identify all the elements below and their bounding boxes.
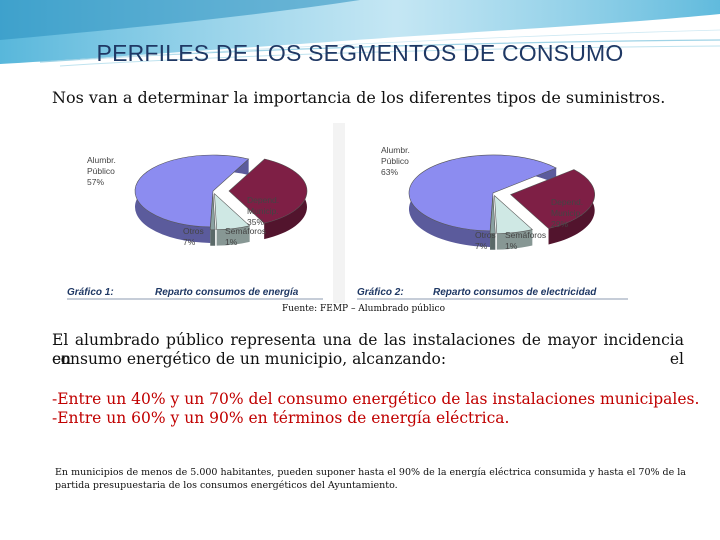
chart1-label-0: Alumbr. Público 57% (87, 155, 116, 187)
footnote-line-1: En municipios de menos de 5.000 habitant… (55, 467, 686, 478)
footnote-line-2: partida presupuestaria de los consumos e… (55, 480, 398, 491)
chart2-label-3: Semáforos 1% (505, 230, 546, 251)
charts-figure: Alumbr. Público 57% Depend. Municip. 35% Otros… (55, 123, 638, 303)
chart2-slice-2-side (496, 229, 533, 250)
chart1-label-1: Depend. Municip. 35% (247, 195, 279, 227)
chart1-caption-text: Reparto consumos de energía (155, 287, 299, 298)
chart2-label-2: Otros 7% (475, 230, 496, 251)
chart2-slice-2 (494, 194, 533, 234)
pie-chart-2: Alumbr. Público 63% Depend. Municip. 29% Otros… (357, 145, 628, 300)
chart2-caption-text: Reparto consumos de electricidad (433, 287, 597, 298)
chart-1-panel: Alumbr. Público 57% Depend. Municip. 35% Otros… (55, 123, 333, 303)
chart1-slice-2 (214, 192, 251, 230)
chart1-slice-3 (209, 193, 216, 231)
chart-2-panel: Alumbr. Público 63% Depend. Municip. 29% Otros… (345, 123, 638, 303)
highlight-line-1: -Entre un 40% y un 70% del consumo energ… (52, 390, 700, 408)
chart1-label-2: Otros 7% (183, 226, 204, 247)
chart1-slice-3-side (210, 229, 216, 246)
chart2-slice-3 (489, 195, 496, 235)
chart2-label-1: Depend. Municip. 29% (551, 197, 583, 229)
chart2-slice-3-side (490, 233, 496, 250)
chart1-slice-0 (134, 154, 250, 228)
chart1-slice-2-side (216, 225, 250, 246)
slide-title: PERFILES DE LOS SEGMENTOS DE CONSUMO (96, 40, 624, 66)
intro-text: Nos van a determinar la importancia de l… (52, 88, 666, 107)
chart1-caption-number: Gráfico 1: (67, 287, 114, 298)
chart1-label-3: Semáforos 1% (225, 226, 266, 247)
header-swoosh (0, 0, 720, 67)
highlight-line-2: -Entre un 60% y un 90% en términos de en… (52, 409, 510, 427)
chart2-caption-number: Gráfico 2: (357, 287, 404, 298)
chart2-slice-0 (408, 154, 557, 232)
chart1-slice-1 (228, 158, 308, 224)
chart2-label-0: Alumbr. Público 63% (381, 145, 410, 177)
chart2-slice-1 (510, 169, 595, 229)
body-paragraph-line-2: consumo energético de un municipio, alca… (52, 350, 447, 368)
pie-chart-1: Alumbr. Público 57% Depend. Municip. 35% Otros… (67, 154, 323, 300)
body-paragraph-line-1: El alumbrado público representa una de l… (52, 331, 684, 368)
source-note: Fuente: FEMP – Alumbrado público (282, 304, 446, 314)
